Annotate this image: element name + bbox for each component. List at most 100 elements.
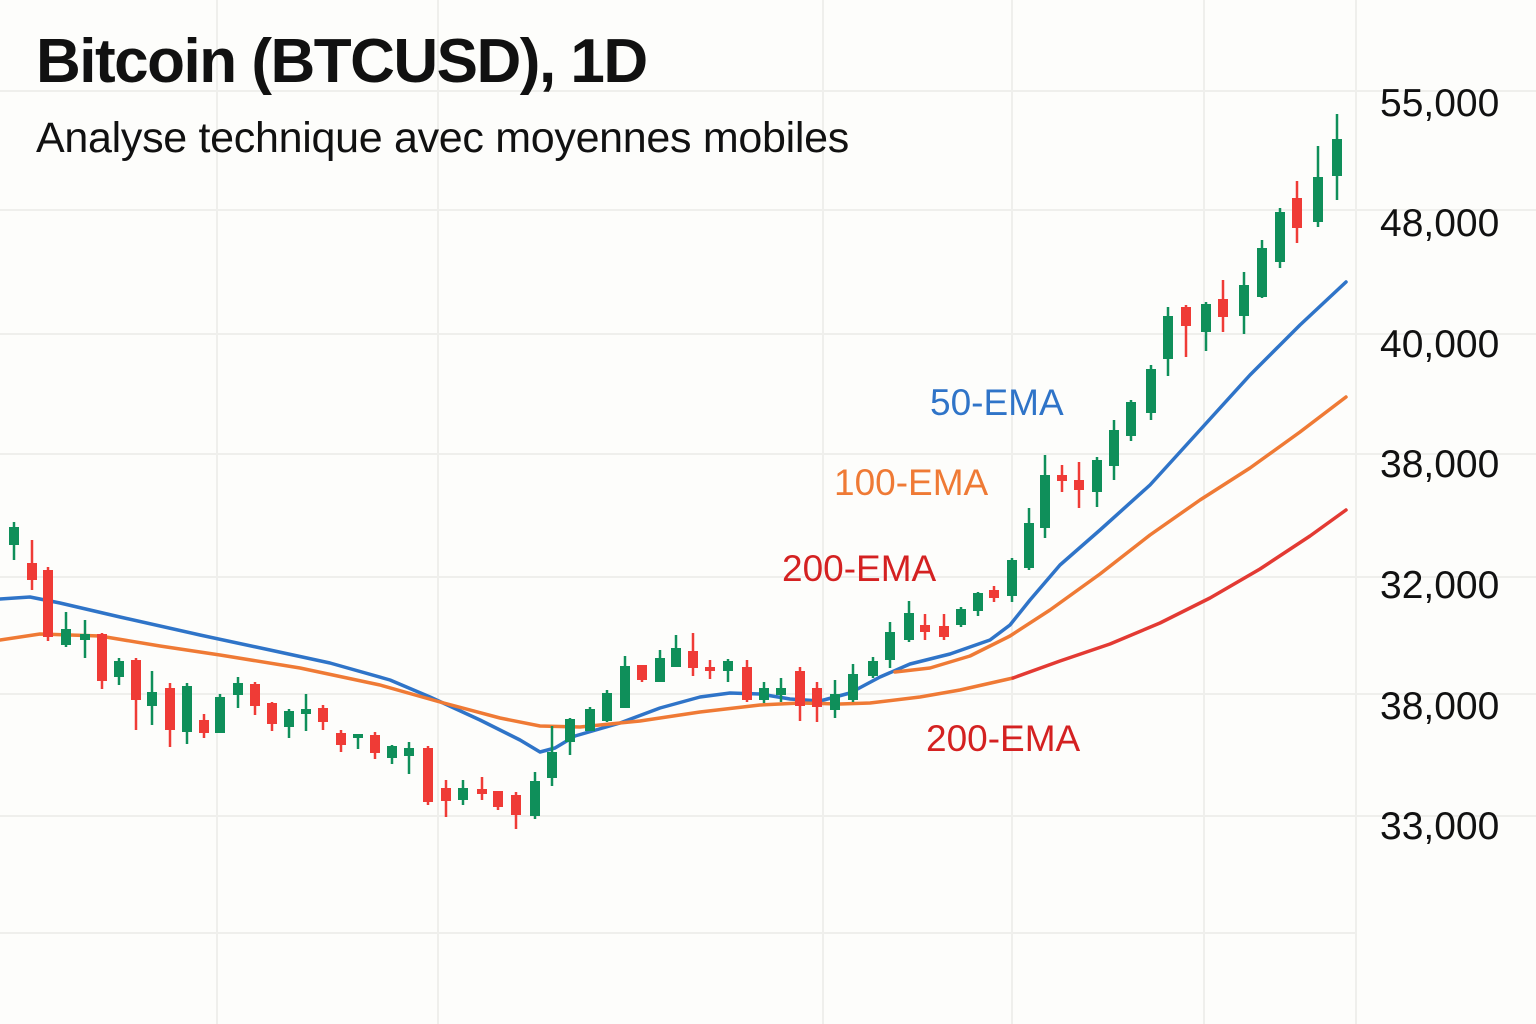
y-axis-tick-label: 38,000 <box>1380 443 1500 486</box>
candle-body <box>795 671 805 706</box>
candle-body <box>233 683 243 695</box>
candle <box>795 667 805 721</box>
candle <box>1163 307 1173 376</box>
candle-body <box>1218 299 1228 317</box>
candle-body <box>565 719 575 742</box>
candle <box>868 657 878 678</box>
candle-body <box>637 665 647 680</box>
candle-body <box>114 661 124 677</box>
candle-body <box>904 613 914 640</box>
candle <box>973 592 983 616</box>
candle <box>637 665 647 682</box>
candle <box>114 658 124 685</box>
candle <box>1024 508 1034 570</box>
candle-body <box>585 709 595 731</box>
candle <box>1181 305 1191 357</box>
candle <box>655 650 665 682</box>
candle <box>336 730 346 752</box>
candle-body <box>671 648 681 667</box>
candlesticks <box>9 114 1342 829</box>
candle <box>1332 114 1342 200</box>
candle-body <box>1239 285 1249 316</box>
candle <box>1074 462 1084 508</box>
y-axis-tick-label: 33,000 <box>1380 805 1500 848</box>
candle <box>688 633 698 676</box>
candle-body <box>1074 480 1084 490</box>
candle-body <box>530 781 540 816</box>
candle-body <box>1292 198 1302 228</box>
candle <box>441 780 451 817</box>
candle-body <box>301 709 311 714</box>
candle-body <box>97 634 107 681</box>
candle <box>920 614 930 640</box>
candle-body <box>27 563 37 580</box>
candle-body <box>989 590 999 598</box>
candle <box>776 678 786 702</box>
candle-body <box>165 688 175 730</box>
candle-body <box>318 708 328 722</box>
candle <box>97 633 107 689</box>
candle-body <box>1024 523 1034 568</box>
candle-body <box>1201 304 1211 332</box>
candle <box>1109 420 1119 480</box>
ema-label-ema100: 100-EMA <box>834 462 989 503</box>
candle <box>885 622 895 668</box>
candle-body <box>1126 402 1136 436</box>
candle <box>511 792 521 829</box>
candle <box>318 705 328 730</box>
candle <box>267 702 277 731</box>
candle <box>904 601 914 642</box>
candle-body <box>250 684 260 706</box>
ema-line <box>893 395 1348 674</box>
candle-body <box>939 626 949 637</box>
y-axis-tick-label: 32,000 <box>1380 564 1500 607</box>
candle-body <box>1146 369 1156 413</box>
candle-body <box>868 661 878 676</box>
candle <box>1007 558 1017 602</box>
candle <box>215 694 225 733</box>
candle-body <box>1275 212 1285 262</box>
candle-body <box>547 752 557 778</box>
candle <box>956 607 966 627</box>
candle <box>404 742 414 774</box>
candle-body <box>1092 460 1102 492</box>
candle <box>742 660 752 702</box>
candle-body <box>956 609 966 625</box>
ema-line <box>0 632 1015 729</box>
candle <box>458 780 468 805</box>
candle <box>61 612 71 647</box>
candle-body <box>1057 475 1067 481</box>
candle <box>723 659 733 682</box>
candle-body <box>1313 177 1323 222</box>
candle-body <box>1332 139 1342 176</box>
candle <box>43 567 53 641</box>
ema-line <box>0 280 1348 754</box>
candle-body <box>830 694 840 710</box>
candle-body <box>1007 560 1017 596</box>
candle-body <box>742 667 752 700</box>
candle <box>547 726 557 786</box>
candle <box>353 734 363 749</box>
candle-body <box>511 795 521 815</box>
candle-body <box>477 789 487 794</box>
candle-body <box>458 788 468 800</box>
candle-body <box>848 674 858 700</box>
candle <box>812 682 822 722</box>
candle-body <box>80 634 90 640</box>
candle <box>250 682 260 715</box>
candle-body <box>131 660 141 700</box>
ema-label-ema50: 50-EMA <box>930 382 1064 423</box>
candle <box>585 707 595 731</box>
candle <box>939 614 949 640</box>
y-axis-tick-label: 38,000 <box>1380 685 1500 728</box>
candle <box>759 682 769 703</box>
candle <box>165 683 175 747</box>
chart-title: Bitcoin (BTCUSD), 1D <box>36 27 648 96</box>
candle <box>1201 302 1211 351</box>
candle <box>1275 208 1285 268</box>
candle-body <box>705 667 715 671</box>
candle <box>1057 465 1067 492</box>
candle-body <box>920 625 930 632</box>
candle <box>387 745 397 764</box>
candle-body <box>147 692 157 706</box>
